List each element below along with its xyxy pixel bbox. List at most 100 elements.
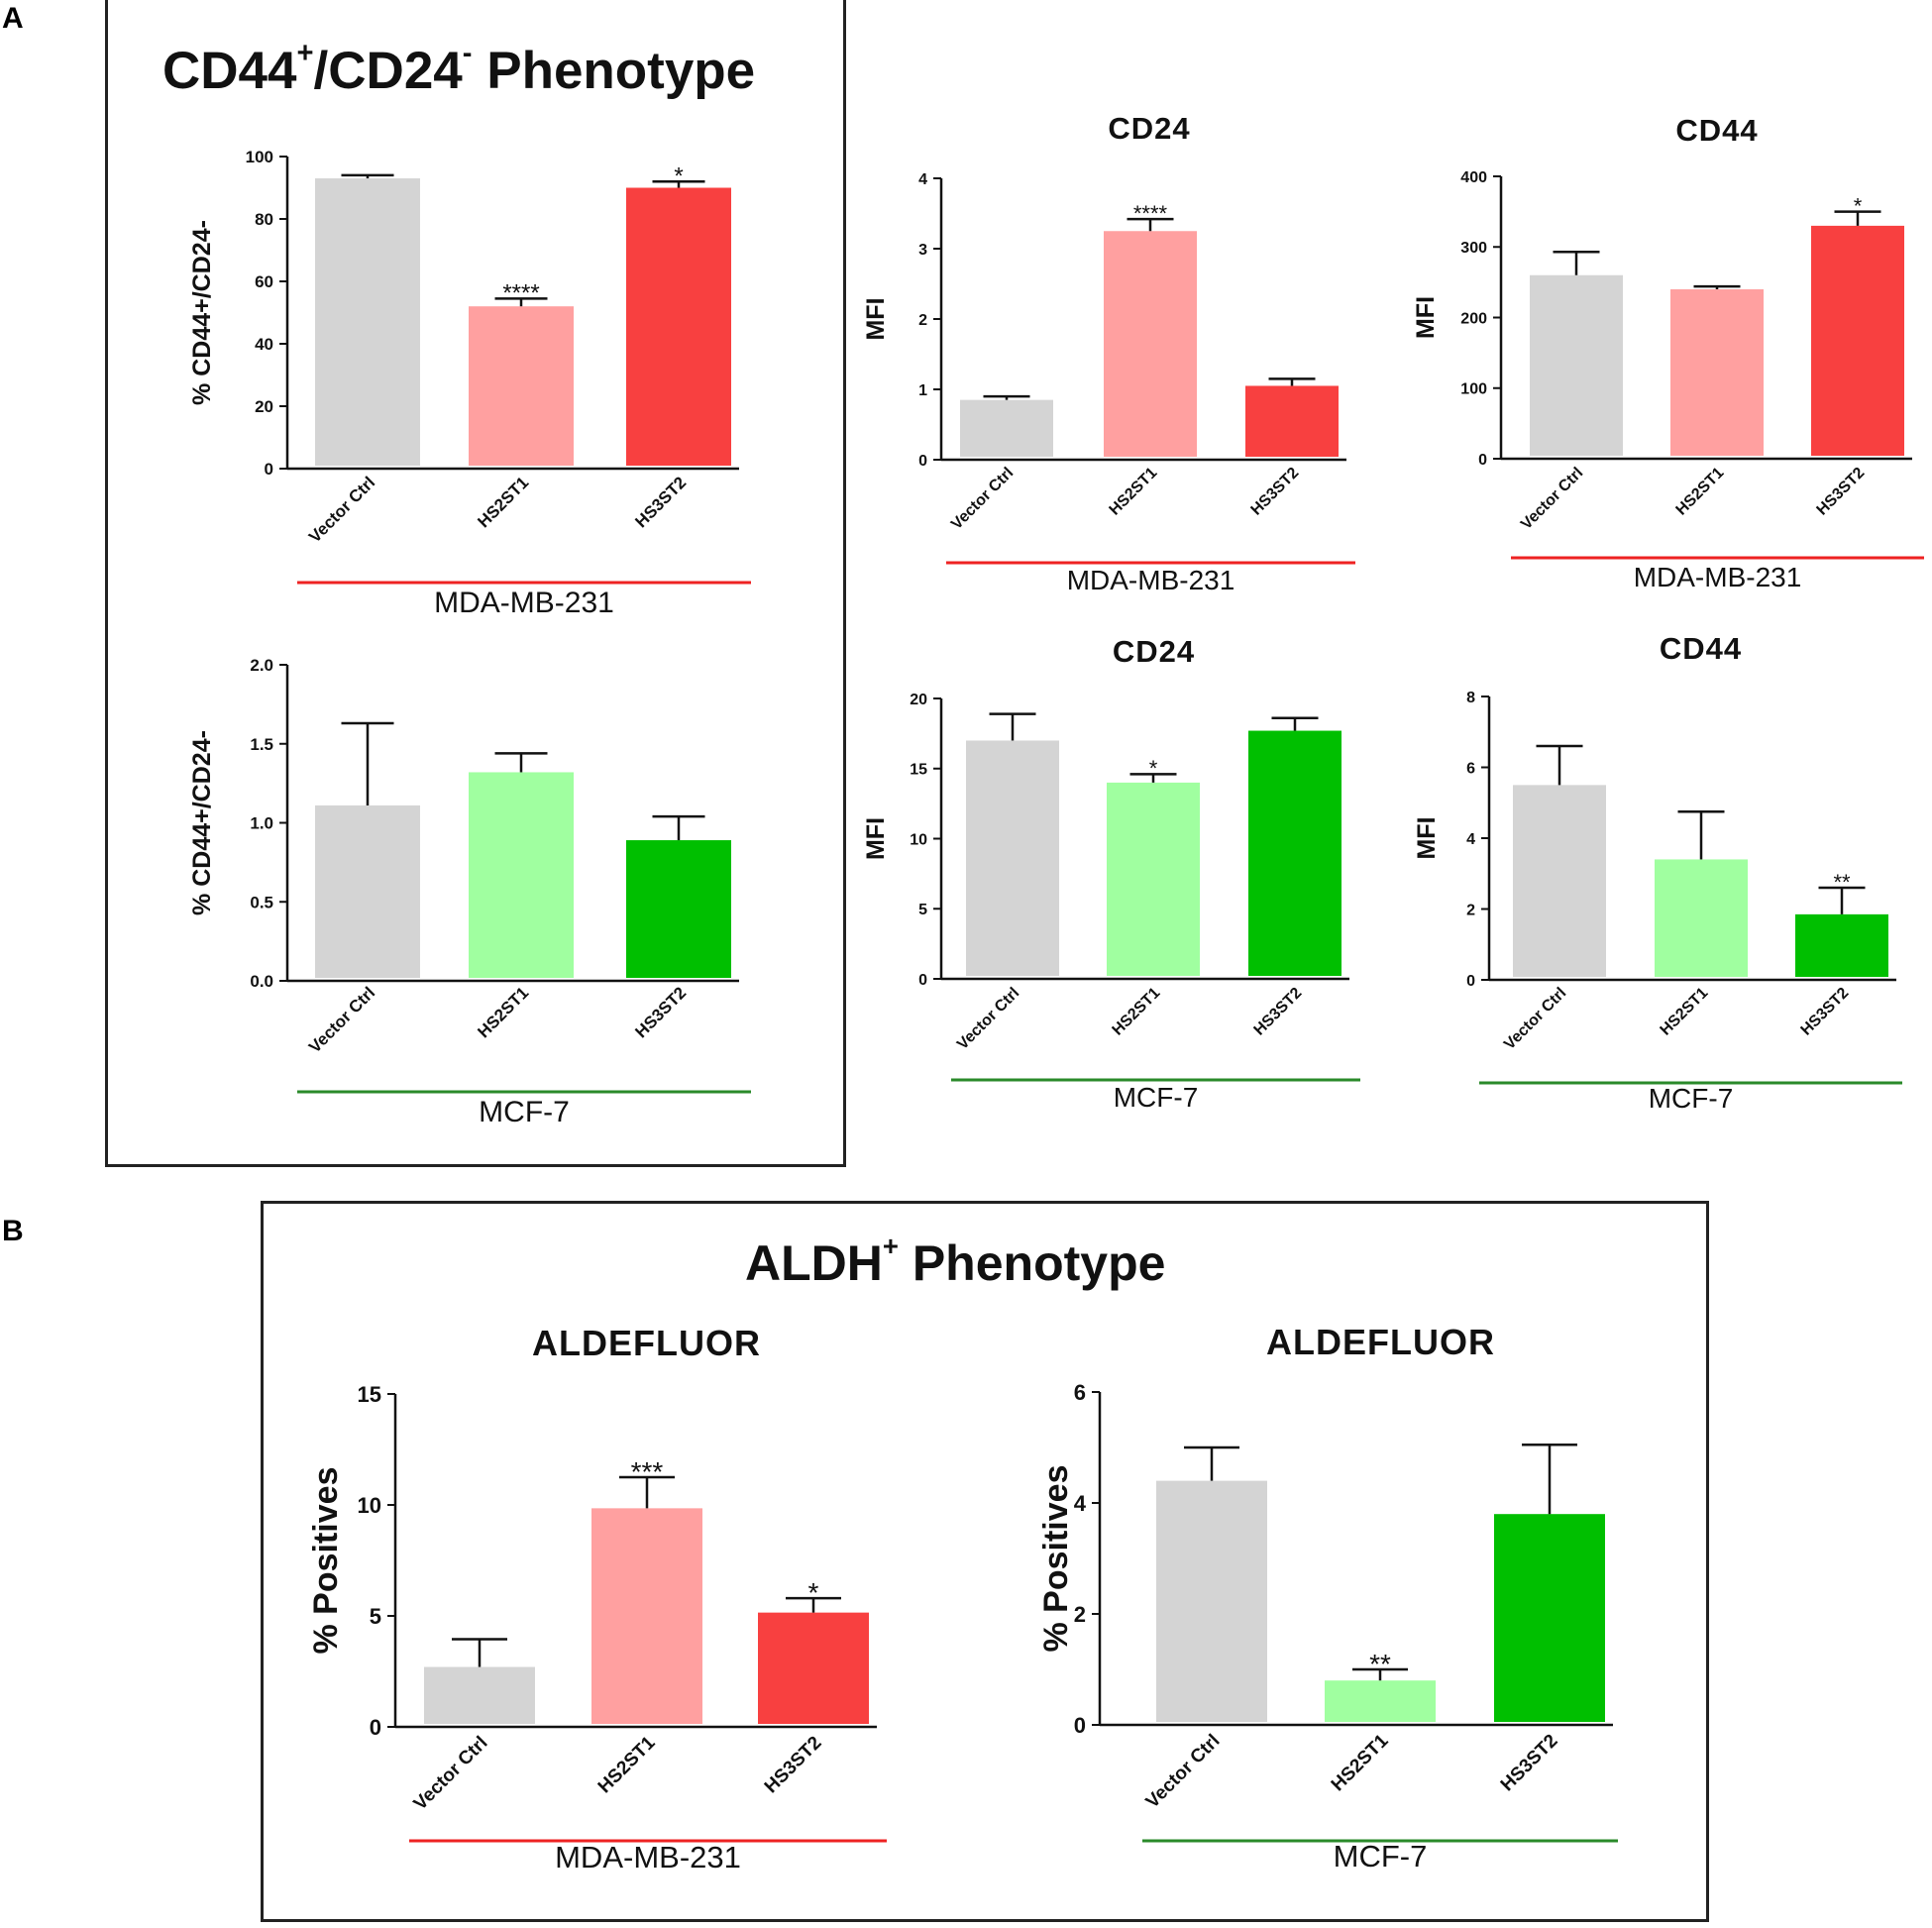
b-mcf-cell-line-label: MCF-7 bbox=[1334, 1839, 1428, 1874]
a-mcf-cd24-cell-line-label: MCF-7 bbox=[1114, 1082, 1199, 1113]
a-mda-pct-sig-label: **** bbox=[502, 280, 539, 307]
a-mcf-cd24-sig-label: * bbox=[1149, 756, 1158, 781]
a-mda-pct-bar bbox=[315, 178, 420, 467]
b-mcf-ytick-label: 0 bbox=[1074, 1713, 1086, 1738]
b-mda-category-label: HS2ST1 bbox=[594, 1732, 660, 1797]
a-mda-cd24-bar bbox=[1104, 231, 1197, 457]
b-mda-title: ALDEFLUOR bbox=[532, 1323, 761, 1363]
a-mcf-cd44-category-label: Vector Ctrl bbox=[1501, 985, 1569, 1053]
a-mcf-cd44-category-label: HS3ST2 bbox=[1798, 985, 1853, 1039]
a-mda-pct-sig-label: * bbox=[674, 163, 683, 190]
b-mda-bar bbox=[758, 1612, 869, 1724]
b-mcf-category-label: Vector Ctrl bbox=[1142, 1731, 1225, 1813]
a-mcf-cd44-bar bbox=[1655, 859, 1748, 977]
b-mda-category-label: HS3ST2 bbox=[761, 1733, 826, 1798]
a-mcf-cd24-bar bbox=[1107, 782, 1200, 976]
a-mda-pct-ytick-label: 100 bbox=[246, 148, 273, 166]
a-mda-pct-cell-line-label: MDA-MB-231 bbox=[434, 587, 614, 619]
a-mcf-cd24-ytick-label: 10 bbox=[910, 831, 927, 848]
a-mda-cd44-ytick-label: 100 bbox=[1460, 381, 1487, 398]
a-mcf-pct-ytick-label: 0.5 bbox=[250, 893, 273, 911]
a-mda-cd44-ylabel: MFI bbox=[1412, 296, 1440, 339]
a-mda-cd24-sig-label: **** bbox=[1133, 201, 1168, 226]
a-mda-pct-category-label: HS3ST2 bbox=[631, 473, 690, 531]
b-mcf-ylabel: % Positives bbox=[1037, 1465, 1075, 1653]
b-mda-sig-label: * bbox=[808, 1577, 819, 1608]
a-mcf-cd44-cell-line-label: MCF-7 bbox=[1649, 1083, 1734, 1114]
panel-a-title: CD44+/CD24- Phenotype bbox=[162, 38, 755, 101]
b-mcf-bar bbox=[1156, 1480, 1267, 1722]
b-mda-ytick-label: 15 bbox=[358, 1382, 381, 1407]
a-mcf-pct-ylabel: % CD44+/CD24- bbox=[188, 730, 216, 915]
a-mcf-cd24-bar bbox=[966, 740, 1059, 976]
a-mcf-cd24-ytick-label: 15 bbox=[910, 762, 927, 779]
a-mcf-cd24-ylabel: MFI bbox=[862, 817, 890, 860]
a-mda-cd44-bar bbox=[1670, 289, 1764, 456]
a-mcf-cd24-ytick-label: 20 bbox=[910, 692, 927, 708]
a-mda-cd24-ytick-label: 1 bbox=[918, 382, 927, 399]
panel-b-letter: B bbox=[2, 1215, 24, 1247]
a-mcf-pct-ytick-label: 1.5 bbox=[250, 735, 273, 754]
a-mda-cd24-bar bbox=[960, 399, 1053, 457]
a-mda-cd24-ytick-label: 0 bbox=[918, 453, 927, 470]
a-mda-pct-ytick-label: 80 bbox=[255, 210, 273, 229]
b-mda-category-label: Vector Ctrl bbox=[410, 1733, 492, 1815]
a-mcf-cd24-category-label: HS3ST2 bbox=[1251, 985, 1306, 1039]
b-mda-ytick-label: 10 bbox=[358, 1493, 381, 1518]
a-mda-cd24-ytick-label: 4 bbox=[918, 171, 927, 188]
a-mcf-cd44-ylabel: MFI bbox=[1413, 816, 1441, 859]
b-mda-bar bbox=[591, 1508, 702, 1724]
b-mcf-category-label: HS3ST2 bbox=[1497, 1731, 1562, 1796]
panel-a-title-end: Phenotype bbox=[472, 42, 756, 101]
a-mcf-cd44-ytick-label: 8 bbox=[1466, 690, 1475, 706]
b-mcf-sig-label: ** bbox=[1369, 1649, 1391, 1679]
a-mcf-cd44-ytick-label: 0 bbox=[1466, 973, 1475, 990]
a-mcf-cd24-ytick-label: 0 bbox=[918, 972, 927, 989]
a-mcf-pct-category-label: HS3ST2 bbox=[631, 983, 690, 1041]
a-mda-cd44-category-label: HS2ST1 bbox=[1673, 465, 1728, 519]
a-mda-pct-ylabel: % CD44+/CD24- bbox=[188, 220, 216, 405]
a-mcf-cd24-category-label: Vector Ctrl bbox=[954, 985, 1022, 1053]
a-mda-pct-bar bbox=[469, 306, 574, 466]
panel-a-letter: A bbox=[2, 2, 24, 35]
a-mda-cd44-category-label: Vector Ctrl bbox=[1518, 465, 1586, 533]
a-mcf-pct-ytick-label: 0.0 bbox=[250, 972, 273, 991]
a-mcf-pct-category-label: HS2ST1 bbox=[474, 983, 532, 1041]
b-mcf-ytick-label: 4 bbox=[1074, 1491, 1087, 1516]
panel-b-box bbox=[261, 1201, 1709, 1922]
a-mda-cd44-ytick-label: 300 bbox=[1460, 240, 1487, 257]
a-mda-cd24-cell-line-label: MDA-MB-231 bbox=[1067, 565, 1235, 595]
a-mcf-cd44-ytick-label: 4 bbox=[1466, 831, 1475, 848]
b-mcf-category-label: HS2ST1 bbox=[1328, 1730, 1393, 1795]
a-mda-cd44-bar bbox=[1530, 274, 1623, 456]
panel-b-title: ALDH+ Phenotype bbox=[745, 1231, 1165, 1292]
a-mcf-pct-bar bbox=[315, 804, 420, 978]
a-mda-pct-ytick-label: 20 bbox=[255, 397, 273, 416]
a-mda-cd44-bar bbox=[1811, 225, 1904, 456]
a-mda-pct-ytick-label: 40 bbox=[255, 335, 273, 354]
a-mcf-cd24-title: CD24 bbox=[1113, 634, 1195, 669]
a-mda-cd44-sig-label: * bbox=[1854, 193, 1863, 218]
a-mcf-cd44-bar bbox=[1795, 913, 1888, 977]
a-mda-cd24-bar bbox=[1245, 385, 1339, 457]
a-mda-cd24-ytick-label: 2 bbox=[918, 312, 927, 329]
a-mcf-cd44-category-label: HS2ST1 bbox=[1658, 985, 1712, 1039]
a-mcf-cd24-bar bbox=[1248, 730, 1342, 976]
a-mda-cd44-title: CD44 bbox=[1675, 113, 1758, 148]
a-mcf-pct-bar bbox=[469, 772, 574, 978]
b-mcf-ytick-label: 6 bbox=[1074, 1380, 1086, 1405]
b-mda-ytick-label: 5 bbox=[370, 1604, 381, 1629]
a-mda-pct-ytick-label: 0 bbox=[265, 460, 273, 479]
a-mcf-cd44-title: CD44 bbox=[1660, 631, 1742, 666]
b-mda-ytick-label: 0 bbox=[370, 1715, 381, 1740]
panel-a-title-main: CD44 bbox=[162, 42, 297, 101]
panel-a-title-sup2: - bbox=[462, 38, 473, 69]
b-mda-ylabel: % Positives bbox=[307, 1467, 345, 1655]
panel-b-title-main: ALDH bbox=[745, 1234, 883, 1291]
b-mcf-ytick-label: 2 bbox=[1074, 1602, 1086, 1627]
a-mcf-cd24-ytick-label: 5 bbox=[918, 902, 927, 918]
a-mda-cd24-category-label: HS3ST2 bbox=[1248, 465, 1303, 519]
a-mda-pct-category-label: Vector Ctrl bbox=[305, 473, 378, 546]
a-mda-cd44-category-label: HS3ST2 bbox=[1814, 465, 1869, 519]
